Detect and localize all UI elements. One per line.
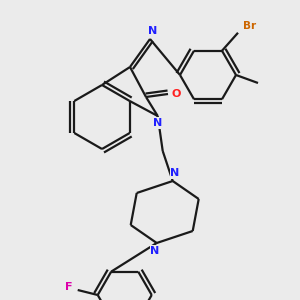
Text: F: F [65, 282, 73, 292]
Text: Br: Br [243, 21, 256, 31]
Text: N: N [150, 246, 159, 256]
Text: N: N [153, 118, 162, 128]
Text: O: O [171, 89, 181, 99]
Text: N: N [170, 168, 179, 178]
Text: N: N [148, 26, 158, 36]
